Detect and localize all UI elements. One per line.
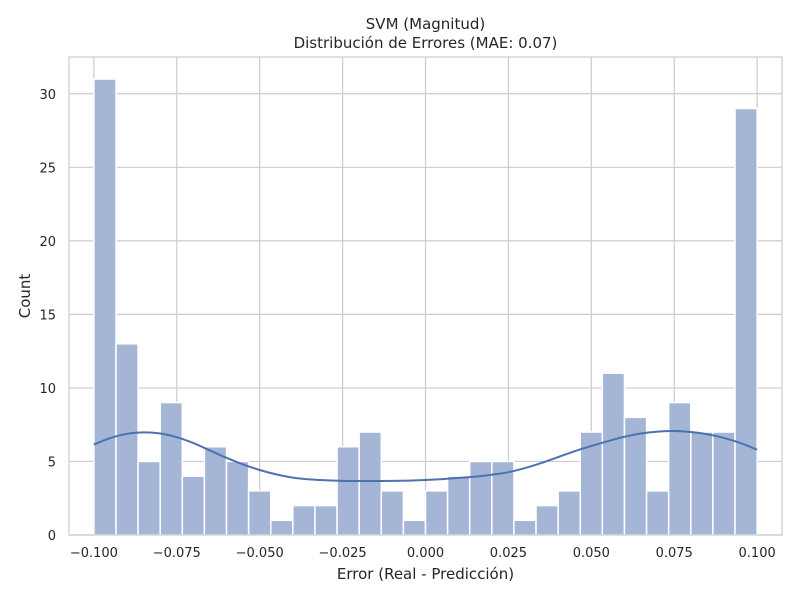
histogram-bar: [690, 431, 714, 536]
y-tick-label: 10: [39, 382, 56, 397]
histogram-bars: [93, 78, 758, 536]
histogram-bar: [137, 460, 161, 536]
x-tick-label: 0.050: [573, 546, 610, 561]
histogram-bar: [181, 475, 206, 536]
histogram-bar: [645, 490, 670, 536]
y-tick-label: 0: [48, 529, 56, 544]
histogram-bar: [734, 107, 758, 536]
histogram-bar: [557, 490, 582, 536]
histogram-bar: [336, 446, 360, 536]
x-tick-label: −0.075: [153, 546, 201, 561]
histogram-bar: [667, 401, 692, 536]
plot-border: [68, 56, 783, 536]
y-tick-label: 15: [39, 308, 56, 323]
y-axis-ticks: 0 5 10 15 20 25 30: [39, 88, 56, 544]
chart-subtitle: Distribución de Errores (MAE: 0.07): [294, 34, 558, 52]
kde-curve-layer: [93, 430, 758, 483]
x-tick-label: 0.025: [490, 546, 527, 561]
histogram-bar: [93, 78, 117, 536]
histogram-bar: [159, 401, 184, 536]
x-tick-label: −0.100: [70, 546, 118, 561]
x-axis-label: Error (Real - Predicción): [337, 565, 514, 583]
histogram-bar: [203, 446, 228, 536]
y-axis-label: Count: [16, 274, 34, 319]
histogram-bar: [292, 504, 316, 536]
histogram-bar: [358, 431, 383, 536]
histogram-bar: [402, 519, 427, 536]
kde-line: [93, 430, 758, 483]
x-tick-label: −0.025: [319, 546, 367, 561]
x-tick-label: −0.050: [236, 546, 284, 561]
chart-title: SVM (Magnitud): [366, 15, 485, 33]
y-tick-label: 30: [39, 88, 56, 103]
histogram-bar: [712, 431, 736, 536]
histogram-bar: [115, 343, 139, 536]
histogram-bar: [225, 460, 250, 536]
x-tick-label: 0.075: [656, 546, 693, 561]
y-tick-label: 25: [39, 161, 56, 176]
x-tick-label: 0.100: [739, 546, 776, 561]
histogram-bar: [247, 490, 272, 536]
histogram-bar: [380, 490, 405, 536]
histogram-bar: [513, 519, 537, 536]
x-tick-label: 0.000: [407, 546, 444, 561]
histogram-bar: [446, 475, 471, 536]
histogram-bar: [535, 504, 559, 536]
grid: [69, 57, 782, 536]
histogram-bar: [314, 504, 338, 536]
histogram-bar: [269, 519, 294, 536]
histogram-bar: [468, 460, 493, 536]
plot-frame: [68, 56, 783, 536]
y-tick-label: 5: [48, 455, 56, 470]
y-tick-label: 20: [39, 235, 56, 250]
histogram-bar: [424, 490, 449, 536]
histogram-bar: [601, 372, 626, 536]
x-axis-ticks: −0.100 −0.075 −0.050 −0.025 0.000 0.025 0.050 0…: [70, 546, 776, 561]
